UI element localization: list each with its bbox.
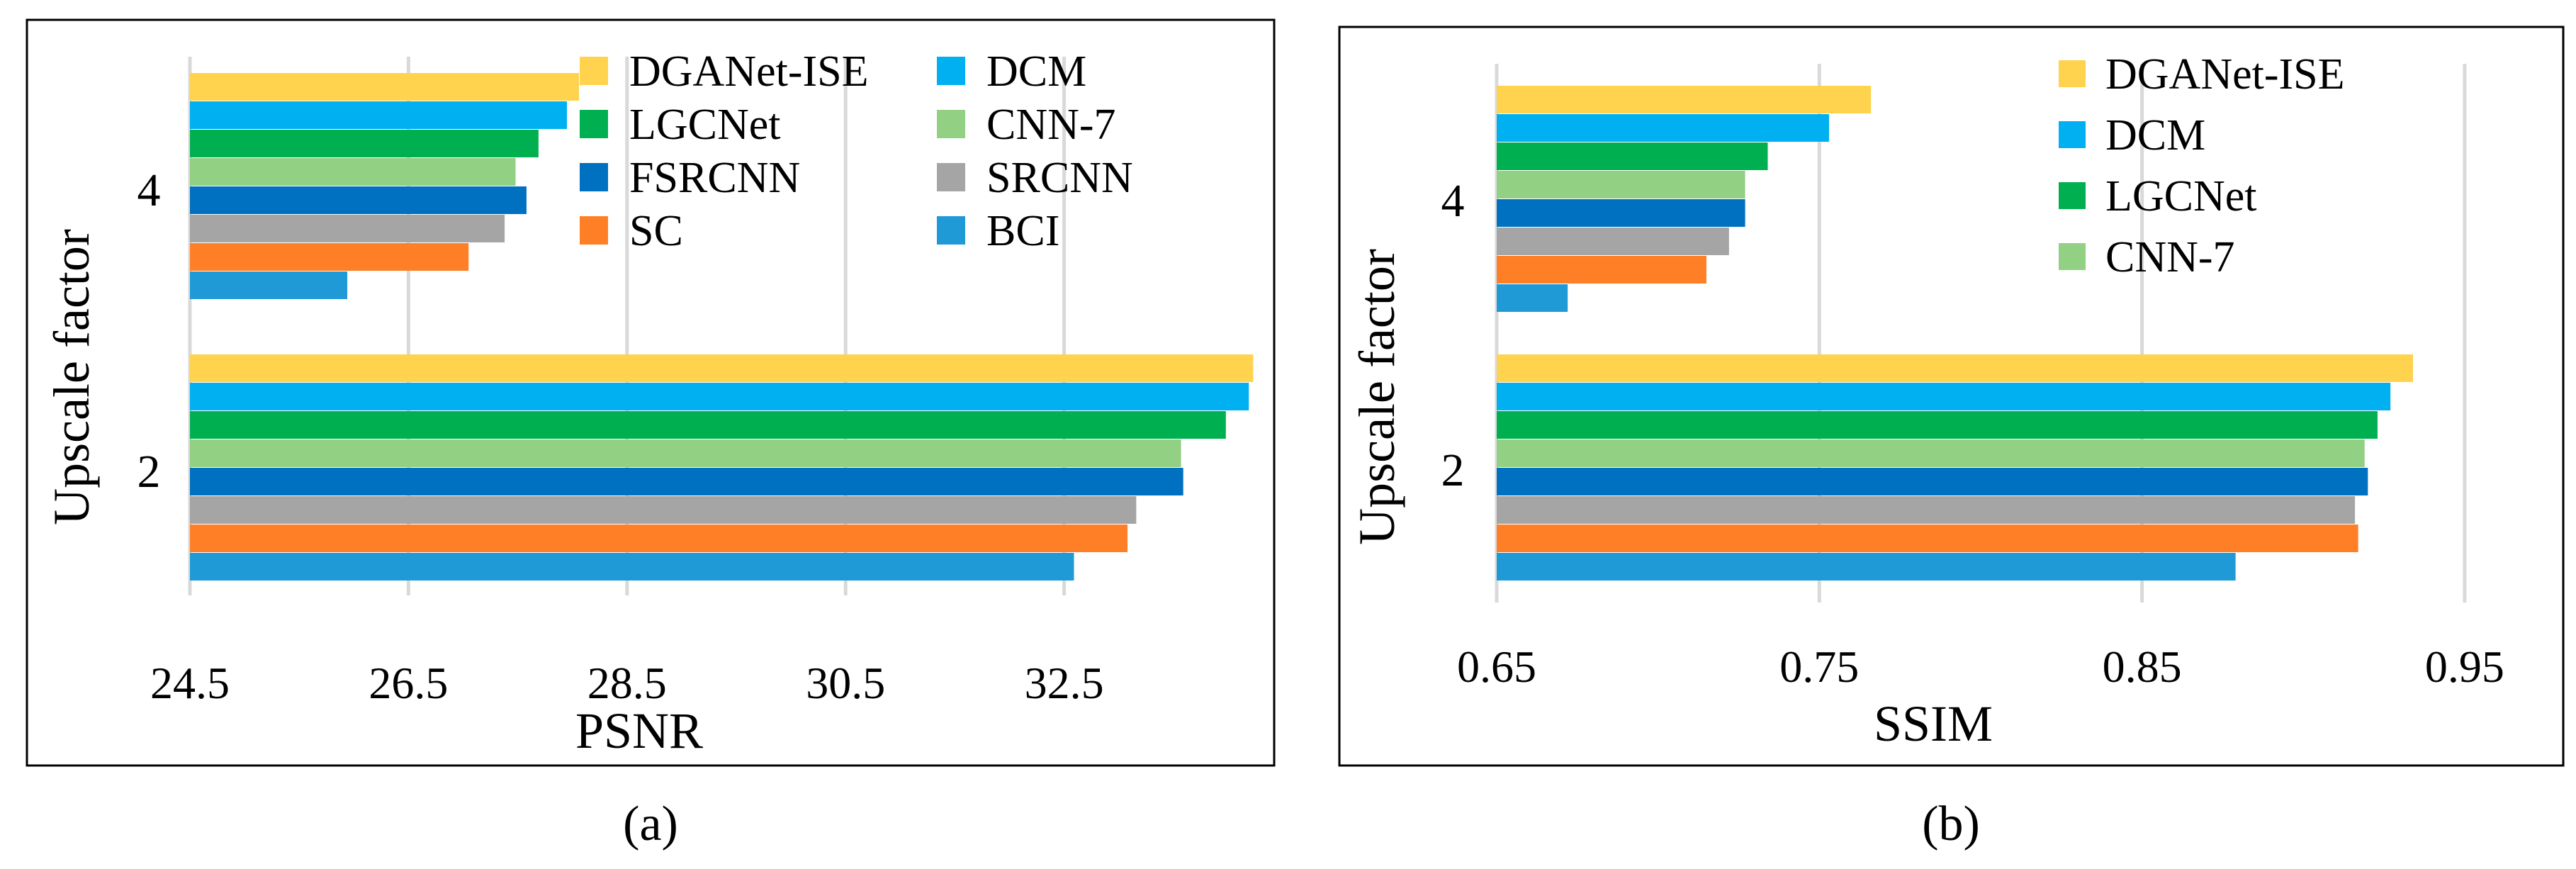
legend-label: DCM	[2105, 111, 2205, 159]
legend-label: DGANet-ISE	[629, 47, 869, 96]
bar-dganet-ise-x4	[190, 73, 579, 101]
bar-bci-x2	[190, 553, 1074, 581]
bar-dcm-x2	[1497, 383, 2391, 410]
bar-bci-x2	[1497, 553, 2236, 581]
bar-bci-x4	[190, 271, 348, 299]
bar-dcm-x4	[190, 101, 567, 129]
y-tick-label: 2	[1441, 444, 1465, 496]
y-axis-label-b: Upscale factor	[1349, 249, 1405, 545]
bar-dganet-ise-x4	[1497, 86, 1872, 113]
legend-label: DGANet-ISE	[2105, 50, 2345, 99]
x-tick-label: 30.5	[806, 658, 885, 708]
y-tick-label: 4	[137, 164, 161, 216]
bar-bci-x4	[1497, 284, 1568, 312]
legend-item-dganet-ise: DGANet-ISE	[580, 47, 869, 96]
legend-item-dcm: DCM	[2059, 111, 2205, 159]
legend-label: BCI	[986, 207, 1059, 255]
legend-item-sc: SC	[580, 207, 683, 255]
legend-swatch	[2059, 182, 2086, 209]
legend-swatch	[580, 163, 608, 191]
bar-fsrcnn-x4	[190, 186, 527, 214]
bar-lgcnet-x4	[190, 130, 539, 157]
bar-srcnn-x2	[190, 496, 1137, 524]
chart-panel-b: 0.65 0.75 0.85 0.95 4 2 DGANet-ISE DCM LGCNet C…	[1338, 26, 2565, 851]
legend-label: LGCNet	[629, 101, 781, 149]
panel-label-b: (b)	[1922, 797, 1980, 851]
legend-item-srcnn: SRCNN	[937, 154, 1133, 202]
legend-item-lgcnet: LGCNet	[580, 101, 781, 149]
legend-item-cnn-7: CNN-7	[937, 101, 1116, 149]
legend-label: DCM	[986, 47, 1086, 96]
bar-dcm-x4	[1497, 114, 1829, 142]
x-tick-label: 26.5	[369, 658, 448, 708]
x-tick-label: 0.85	[2103, 641, 2182, 692]
bar-sc-x2	[1497, 525, 2358, 552]
legend-swatch	[937, 163, 965, 191]
bar-dcm-x2	[190, 383, 1249, 410]
x-tick-label: 28.5	[587, 658, 667, 708]
legend-label: SRCNN	[986, 154, 1133, 202]
x-tick-label: 0.95	[2425, 641, 2504, 692]
x-tick-label: 0.65	[1457, 641, 1536, 692]
legend-swatch	[937, 110, 965, 138]
chart-panel-a: 24.5 26.5 28.5 30.5 32.5 4 2 DGANet-ISE DCM LGC…	[26, 18, 1276, 851]
x-tick-label: 32.5	[1025, 658, 1104, 708]
legend-item-dcm: DCM	[937, 47, 1086, 96]
y-tick-label: 4	[1441, 175, 1465, 227]
bar-cnn-7-x2	[190, 439, 1181, 467]
bar-srcnn-x2	[1497, 496, 2356, 524]
y-tick-label: 2	[137, 446, 161, 498]
bar-cnn-7-x4	[1497, 171, 1745, 198]
x-axis-label-a: PSNR	[575, 702, 703, 759]
legend-item-bci: BCI	[937, 207, 1059, 255]
bar-cnn-7-x4	[190, 158, 516, 186]
legend-label: FSRCNN	[629, 154, 800, 202]
bar-fsrcnn-x4	[1497, 199, 1745, 227]
legend-swatch	[937, 216, 965, 245]
x-tick-label: 0.75	[1779, 641, 1859, 692]
legend-swatch	[2059, 243, 2086, 270]
legend-swatch	[580, 216, 608, 245]
y-axis-label-a: Upscale factor	[43, 229, 100, 525]
legend-item-cnn-7: CNN-7	[2059, 233, 2235, 281]
bar-sc-x2	[190, 525, 1128, 552]
x-axis-label-b: SSIM	[1874, 695, 1993, 752]
legend-label: CNN-7	[2105, 233, 2235, 281]
legend-item-lgcnet: LGCNet	[2059, 172, 2257, 220]
bar-fsrcnn-x2	[1497, 468, 2368, 495]
panel-label-a: (a)	[623, 797, 678, 851]
x-tick-label: 24.5	[150, 658, 230, 708]
legend-swatch	[937, 57, 965, 85]
bar-srcnn-x4	[190, 215, 505, 242]
legend-swatch	[580, 57, 608, 85]
legend-label: LGCNet	[2105, 172, 2257, 220]
legend-swatch	[580, 110, 608, 138]
legend-swatch	[2059, 60, 2086, 87]
bar-lgcnet-x2	[190, 411, 1226, 439]
bar-srcnn-x4	[1497, 228, 1729, 255]
legend-label: CNN-7	[986, 101, 1116, 149]
bar-cnn-7-x2	[1497, 439, 2365, 467]
bar-sc-x4	[1497, 256, 1706, 284]
bar-dganet-ise-x2	[1497, 354, 2414, 382]
legend-item-fsrcnn: FSRCNN	[580, 154, 800, 202]
bar-sc-x4	[190, 243, 469, 271]
legend-item-dganet-ise: DGANet-ISE	[2059, 50, 2345, 99]
bar-fsrcnn-x2	[190, 468, 1183, 495]
bar-dganet-ise-x2	[190, 354, 1254, 382]
legend-swatch	[2059, 121, 2086, 148]
bar-lgcnet-x2	[1497, 411, 2378, 439]
legend-label: SC	[629, 207, 683, 255]
bar-lgcnet-x4	[1497, 142, 1768, 170]
